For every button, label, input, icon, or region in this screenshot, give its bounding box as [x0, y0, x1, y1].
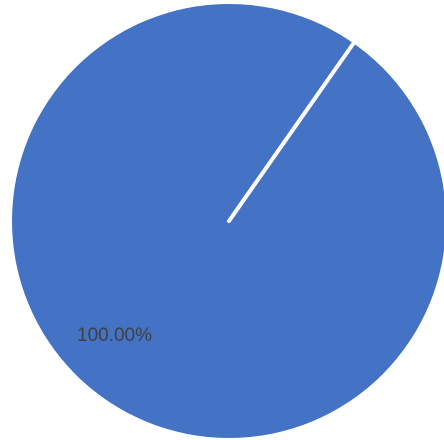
slice-separator	[227, 42, 355, 223]
slice-data-label: 100.00%	[77, 325, 152, 346]
